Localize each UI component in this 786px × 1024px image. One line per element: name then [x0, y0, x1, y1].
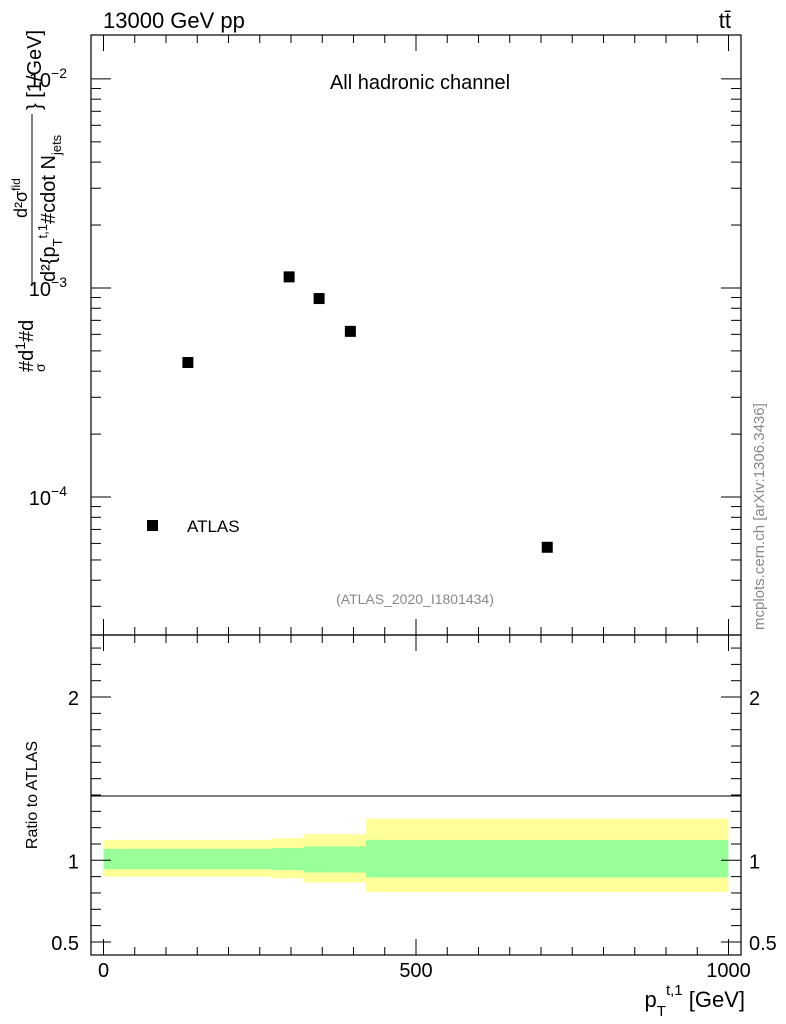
- data-point-2: [313, 293, 325, 305]
- x-axis-label: pTt,1 [GeV]: [645, 982, 745, 1020]
- ylabel-den-tail: #cdot N: [38, 155, 60, 224]
- svg-text:#d1#d: #d1#d: [12, 320, 38, 372]
- ylabel-b: #d: [16, 320, 38, 342]
- side-credit: mcplots.cern.ch [arXiv:1306.3436]: [751, 403, 768, 630]
- ylabel-den: d²{p: [38, 246, 60, 282]
- main-y-tick-label-2: 10−2: [29, 65, 67, 92]
- x-tick-label-2: 1000: [706, 960, 751, 982]
- ratio-y-tick-label-right-0: 0.5: [749, 933, 777, 955]
- xlabel-sub: T: [657, 1003, 666, 1020]
- ratio-y-tick-label-right-1: 1: [749, 851, 760, 873]
- ylabel-num: d²σ: [11, 191, 31, 218]
- ylabel-a: #d: [16, 350, 38, 372]
- ratio-band-inner-0: [103, 848, 273, 870]
- xlabel-main: p: [645, 987, 657, 1012]
- main-plot-frame: [90, 34, 742, 636]
- header-left: 13000 GeV pp: [103, 8, 245, 33]
- ratio-y-axis-label: Ratio to ATLAS: [24, 741, 41, 849]
- legend-marker-atlas: [147, 520, 158, 531]
- x-tick-label-1: 500: [399, 960, 432, 982]
- x-tick-label-0: 0: [98, 960, 109, 982]
- ratio-y-tick-label-right-2: 2: [749, 688, 760, 710]
- ratio-y-tick-label-left-2: 2: [68, 688, 79, 710]
- ratio-y-tick-label-left-0: 0.5: [51, 933, 79, 955]
- analysis-watermark: (ATLAS_2020_I1801434): [336, 591, 494, 607]
- ylabel-den-sup: t,1: [35, 224, 50, 238]
- main-y-axis-label: #d1#d σ d²σfid d²{pTt,1#cdot Njets } [1/…: [9, 30, 65, 372]
- ratio-tick-labels: 0.5 0.5 1 1 2 2 0 500 1000: [51, 688, 777, 982]
- main-y-tick-label-0: 10−4: [29, 483, 67, 510]
- ratio-bands: [103, 818, 729, 893]
- ratio-axis-ticks: [91, 635, 741, 955]
- ylabel-frac-den: σ: [32, 363, 48, 372]
- ratio-band-inner-1: [272, 848, 304, 871]
- main-axis-ticks: [91, 35, 741, 635]
- ratio-plot-frame: [90, 634, 742, 956]
- ylabel-num-sup: fid: [9, 178, 23, 191]
- ylabel-suffix: } [1/GeV]: [24, 30, 46, 110]
- svg-text:d²{pTt,1#cdot Njets: d²{pTt,1#cdot Njets: [35, 134, 65, 282]
- ylabel-den-sub: T: [50, 238, 65, 246]
- ylabel-den-tail-sub: jets: [49, 134, 64, 156]
- ratio-y-tick-label-left-1: 1: [68, 851, 79, 873]
- main-y-tick-label-1: 10−3: [29, 274, 67, 301]
- ratio-band-inner-2: [303, 846, 366, 873]
- data-point-1: [283, 271, 295, 283]
- xlabel-sup: t,1: [666, 982, 683, 999]
- main-y-tick-labels: 10−4 10−3 10−2: [29, 65, 67, 510]
- data-point-4: [541, 541, 553, 553]
- data-point-3: [344, 325, 356, 337]
- ratio-band-inner-3: [366, 839, 729, 878]
- chart-title: All hadronic channel: [330, 72, 510, 94]
- data-points: [182, 271, 553, 553]
- svg-text:d²σfid: d²σfid: [9, 178, 31, 218]
- xlabel-tail: [GeV]: [683, 987, 745, 1012]
- header-right: tt̄: [719, 8, 731, 33]
- ylabel-frac-num: 1: [12, 342, 28, 350]
- legend-label-atlas: ATLAS: [187, 517, 240, 536]
- data-point-0: [182, 357, 194, 369]
